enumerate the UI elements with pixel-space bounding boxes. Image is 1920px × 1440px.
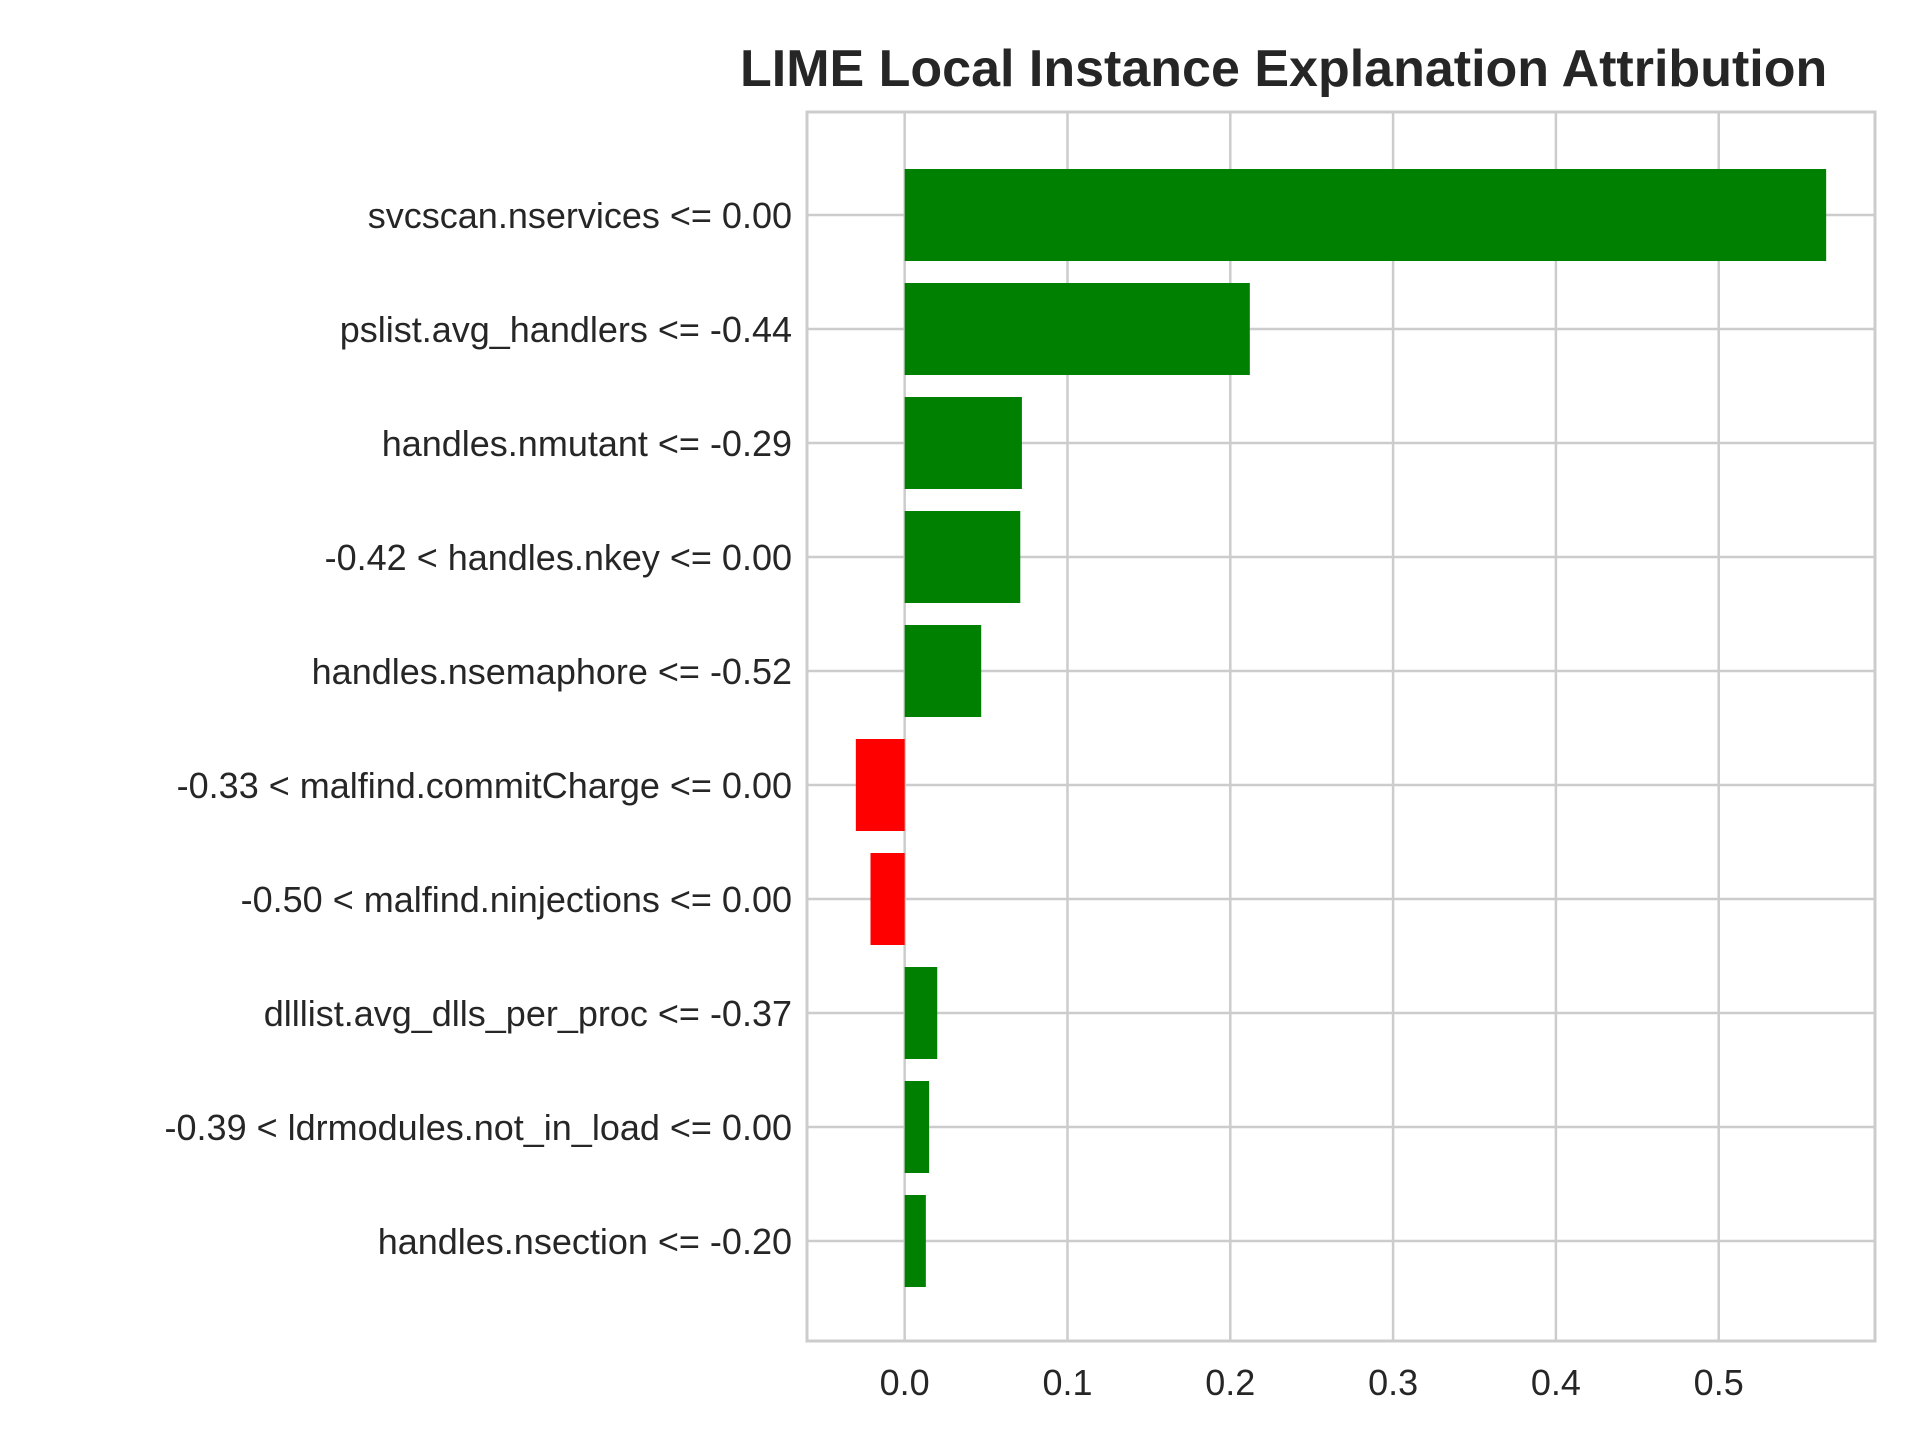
- bar: [870, 853, 905, 945]
- y-tick-label: -0.33 < malfind.commitCharge <= 0.00: [177, 765, 792, 806]
- chart-title: LIME Local Instance Explanation Attribut…: [740, 40, 1827, 98]
- y-tick-label: svcscan.nservices <= 0.00: [368, 195, 792, 236]
- bar-layer: [855, 169, 1827, 1287]
- y-tick-label: handles.nmutant <= -0.29: [382, 423, 792, 464]
- grid-layer: [807, 112, 1875, 1341]
- bar: [904, 169, 1827, 261]
- y-tick-label: -0.42 < handles.nkey <= 0.00: [325, 537, 792, 578]
- x-tick-label: 0.2: [1205, 1362, 1255, 1403]
- bar: [904, 967, 938, 1059]
- x-tick-labels: 0.0 0.1 0.2 0.3 0.4 0.5: [880, 1362, 1744, 1403]
- x-tick-label: 0.0: [880, 1362, 930, 1403]
- x-tick-label: 0.4: [1531, 1362, 1581, 1403]
- plot-frame: [805, 110, 1877, 1343]
- y-tick-label: -0.39 < ldrmodules.not_in_load <= 0.00: [165, 1107, 792, 1148]
- y-tick-label: dlllist.avg_dlls_per_proc <= -0.37: [264, 993, 792, 1034]
- y-tick-label: handles.nsemaphore <= -0.52: [312, 651, 792, 692]
- bar: [904, 1081, 930, 1173]
- x-tick-label: 0.3: [1368, 1362, 1418, 1403]
- x-tick-label: 0.5: [1694, 1362, 1744, 1403]
- y-tick-label: -0.50 < malfind.ninjections <= 0.00: [241, 879, 792, 920]
- y-tick-label: handles.nsection <= -0.20: [378, 1221, 792, 1262]
- bar: [904, 625, 982, 717]
- bar: [904, 511, 1021, 603]
- y-tick-labels: svcscan.nservices <= 0.00 pslist.avg_hand…: [165, 195, 792, 1262]
- bar: [904, 283, 1250, 375]
- bar: [904, 397, 1022, 489]
- bar: [904, 1195, 926, 1287]
- x-tick-label: 0.1: [1042, 1362, 1092, 1403]
- bar: [855, 739, 905, 831]
- y-tick-label: pslist.avg_handlers <= -0.44: [340, 309, 792, 350]
